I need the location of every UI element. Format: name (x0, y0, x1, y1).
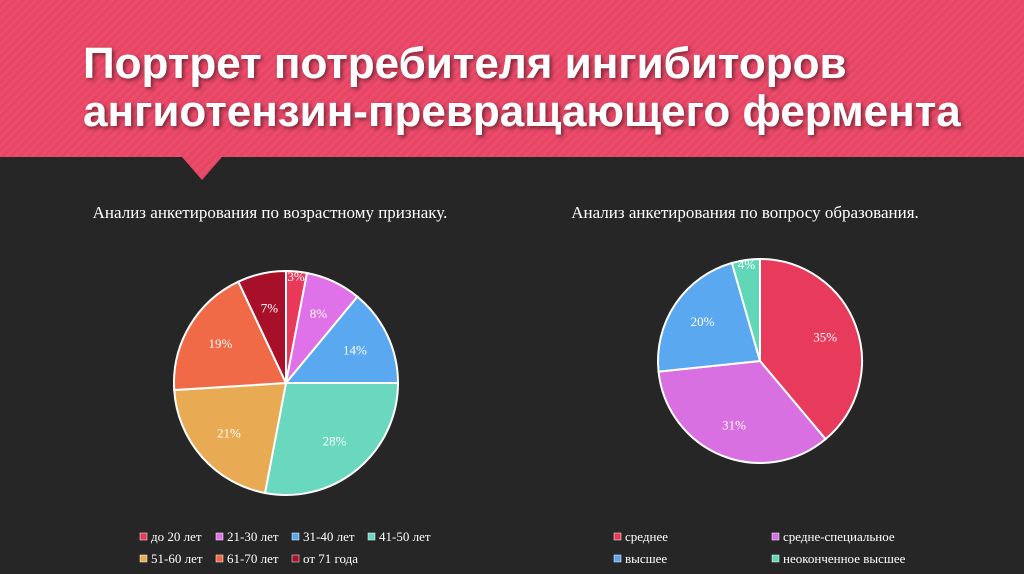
legend-label: средне-специальное (783, 529, 895, 544)
chart-title: Анализ анкетирования по возрастному приз… (93, 203, 448, 222)
legend-label: 31-40 лет (303, 529, 355, 544)
legend-swatch (771, 532, 780, 541)
legend-label: 51-60 лет (151, 551, 203, 566)
legend-label: высшее (625, 551, 667, 566)
legend-label: среднее (625, 529, 668, 544)
data-label: 35% (813, 329, 837, 344)
legend-label: 61-70 лет (227, 551, 279, 566)
pie-slice (283, 295, 400, 384)
legend-label: неоконченное высшее (783, 551, 906, 566)
legend-label: до 20 лет (151, 529, 202, 544)
legend-swatch (139, 532, 148, 541)
legend-swatch (613, 532, 622, 541)
pie-slice (657, 359, 827, 464)
data-label: 19% (209, 336, 233, 351)
data-label: 4% (738, 257, 756, 272)
data-label: 20% (691, 314, 715, 329)
data-label: 3% (287, 269, 305, 284)
legend-swatch (139, 554, 148, 563)
data-label: 21% (217, 425, 241, 440)
legend-swatch (215, 532, 224, 541)
pie-slice (730, 257, 761, 362)
legend-swatch (367, 532, 376, 541)
legend-swatch (291, 532, 300, 541)
header-band (0, 0, 1024, 180)
pie-slice (236, 269, 287, 384)
pie-slice (173, 381, 288, 495)
data-label: 31% (722, 417, 746, 432)
legend-label: от 71 года (303, 551, 358, 566)
legend-swatch (291, 554, 300, 563)
pie-slice (657, 261, 762, 373)
data-label: 7% (261, 301, 279, 316)
legend-swatch (771, 554, 780, 563)
data-label: 14% (343, 343, 367, 358)
pie-slice (173, 280, 288, 392)
legend-swatch (613, 554, 622, 563)
title-line: ангиотензин-превращающего фермента (83, 87, 961, 136)
data-label: 28% (323, 434, 347, 449)
data-label: 8% (310, 306, 328, 321)
legend-swatch (215, 554, 224, 563)
pie-slice (263, 382, 400, 496)
pie-slice (759, 257, 863, 441)
title-line: Портрет потребителя ингибиторов (83, 39, 847, 88)
legend-label: 41-50 лет (379, 529, 431, 544)
legend-label: 21-30 лет (227, 529, 279, 544)
chart-title: Анализ анкетирования по вопросу образова… (571, 203, 919, 222)
